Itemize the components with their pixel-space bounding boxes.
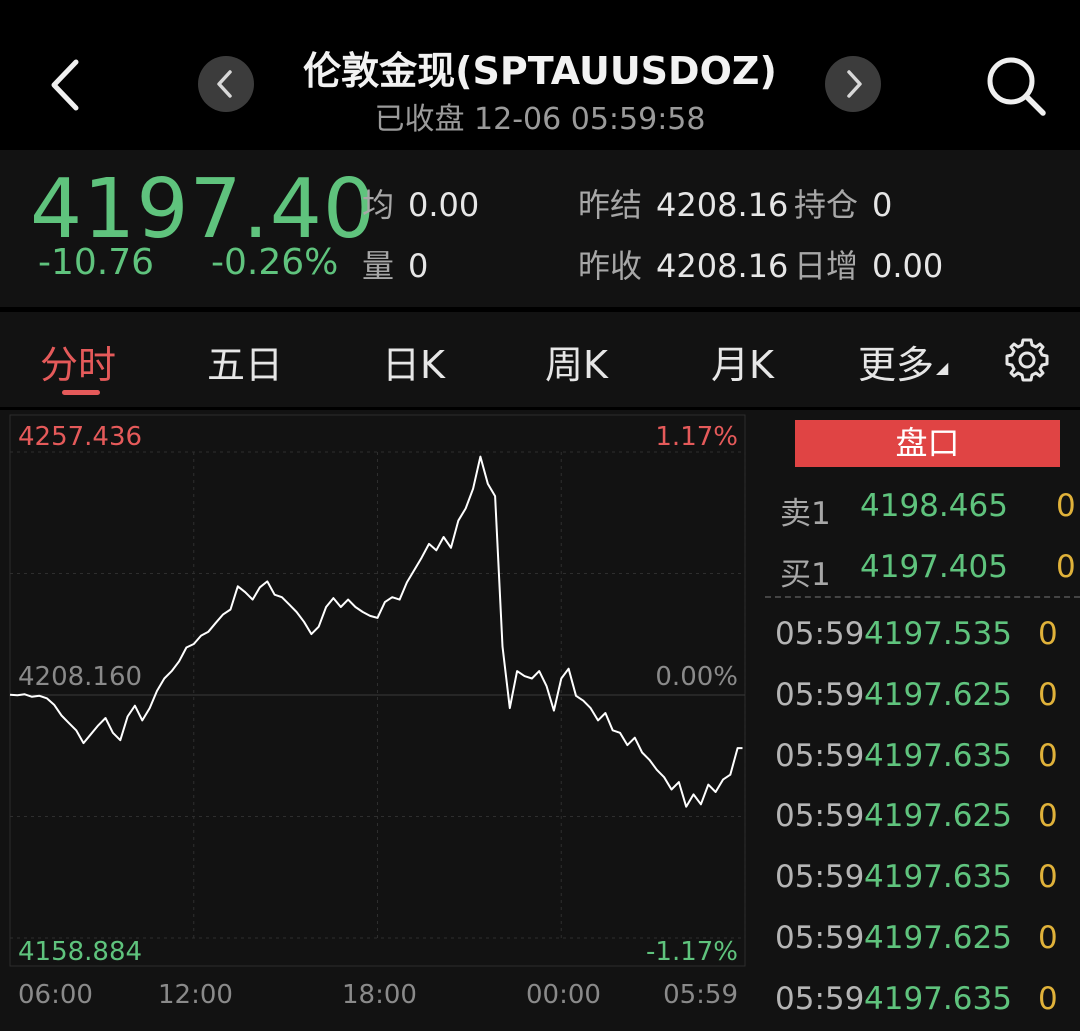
trade-time: 05:59 [775,737,865,774]
trade-volume: 0 [1038,859,1058,896]
active-tab-indicator [62,390,100,395]
tab-daily-k[interactable]: 日K [382,343,445,387]
trade-time: 05:59 [775,920,865,956]
trade-time: 05:59 [775,980,865,1017]
stat-label: 持仓 [794,186,859,224]
ask-label: 卖1 [780,496,831,532]
pct-axis-min-label: -1.17% [646,937,738,967]
stat-avg: 均 0.00 [362,180,479,226]
trade-time: 05:59 [775,676,865,713]
trade-price: 4197.625 [864,676,1012,713]
gear-icon [1005,338,1049,382]
x-tick-label: 06:00 [18,980,93,1010]
last-price: 4197.40 [30,162,377,257]
trade-volume: 0 [1038,920,1058,956]
order-book-divider [765,596,1080,598]
stat-label: 均 [362,186,395,224]
search-icon [987,57,1046,116]
pct-axis-max-label: 1.17% [655,422,738,452]
instrument-title: 伦敦金现(SPTAUUSDOZ) [303,49,777,93]
ask-price: 4198.465 [860,488,1008,524]
stat-value: 0 [408,247,429,285]
chevron-left-icon [217,70,232,98]
back-button[interactable] [40,50,96,120]
trade-volume: 0 [1038,616,1058,652]
intraday-chart[interactable]: 4257.436 1.17% 4208.160 0.00% 4158.884 -… [0,410,760,1031]
tab-more-label: 更多 [858,343,935,387]
trade-price: 4197.635 [864,737,1012,774]
top-bar: 伦敦金现(SPTAUUSDOZ) 已收盘 12-06 05:59:58 [0,0,1080,146]
tab-five-day[interactable]: 五日 [207,343,284,387]
stat-label: 昨收 [578,247,643,285]
trade-volume: 0 [1038,798,1058,835]
trade-volume: 0 [1038,737,1058,774]
tab-intraday[interactable]: 分时 [40,343,117,387]
stat-prev-settle: 昨结 4208.16 [578,180,788,226]
stat-open-interest: 持仓 0 [794,180,892,226]
stat-label: 昨结 [578,186,643,224]
price-change-percent: -0.26% [211,242,339,283]
tab-weekly-k[interactable]: 周K [545,343,608,387]
trade-price: 4197.625 [864,798,1012,835]
trade-price: 4197.535 [864,616,1012,652]
y-axis-mid-label: 4208.160 [18,662,143,692]
dropdown-triangle-icon: ◢ [936,358,949,377]
ask-volume: 0 [1056,488,1076,524]
search-button[interactable] [980,50,1052,122]
trade-time: 05:59 [775,798,865,835]
stat-prev-close: 昨收 4208.16 [578,241,788,287]
y-axis-max-label: 4257.436 [18,422,143,452]
tab-more[interactable]: 更多 ◢ [858,334,948,389]
prev-instrument-button[interactable] [198,56,254,112]
x-tick-label: 12:00 [158,980,233,1010]
price-series-line [9,455,743,808]
stat-value: 4208.16 [656,247,789,285]
x-tick-label: 05:59 [663,980,738,1010]
order-book-panel: 盘口 卖1 4198.465 0 买1 4197.405 0 05:59 4197… [760,410,1080,1031]
pct-axis-mid-label: 0.00% [655,662,738,692]
bid-price: 4197.405 [860,549,1008,585]
stat-value: 0.00 [872,247,944,285]
y-axis-min-label: 4158.884 [18,937,143,967]
x-tick-label: 00:00 [526,980,601,1010]
trade-volume: 0 [1038,676,1058,713]
trade-price: 4197.635 [864,859,1012,896]
order-book-button[interactable]: 盘口 [795,420,1060,467]
chevron-right-icon [847,70,862,98]
stat-value: 0.00 [408,186,480,224]
trade-price: 4197.635 [864,980,1012,1017]
price-change: -10.76 [38,242,155,283]
trade-volume: 0 [1038,980,1058,1017]
stat-value: 0 [872,186,893,224]
bid-volume: 0 [1056,549,1076,585]
stat-label: 量 [362,247,395,285]
market-status: 已收盘 12-06 05:59:58 [374,102,706,137]
chart-period-tabs: 分时 五日 日K 周K 月K 更多 ◢ [0,312,1080,407]
trade-price: 4197.625 [864,920,1012,956]
x-tick-label: 18:00 [342,980,417,1010]
price-line-chart[interactable] [0,410,760,1031]
bid-label: 买1 [780,557,831,593]
stat-value: 4208.16 [656,186,789,224]
stat-label: 日增 [794,247,859,285]
tab-monthly-k[interactable]: 月K [711,343,774,387]
trade-time: 05:59 [775,616,865,652]
settings-button[interactable] [1003,336,1051,384]
next-instrument-button[interactable] [825,56,881,112]
stat-daily-increase: 日增 0.00 [794,241,943,287]
trade-time: 05:59 [775,859,865,896]
chevron-left-icon [51,59,79,111]
